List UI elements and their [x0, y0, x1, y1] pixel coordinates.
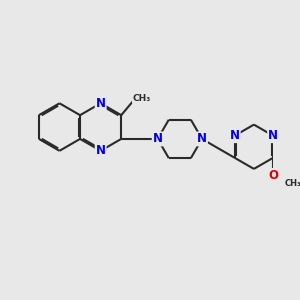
- Text: CH₃: CH₃: [284, 179, 300, 188]
- Text: N: N: [96, 97, 106, 110]
- Text: N: N: [153, 132, 163, 146]
- Text: O: O: [268, 169, 278, 182]
- Text: N: N: [230, 129, 240, 142]
- Text: N: N: [268, 129, 278, 142]
- Text: CH₃: CH₃: [133, 94, 151, 103]
- Text: N: N: [197, 132, 207, 146]
- Text: N: N: [96, 144, 106, 157]
